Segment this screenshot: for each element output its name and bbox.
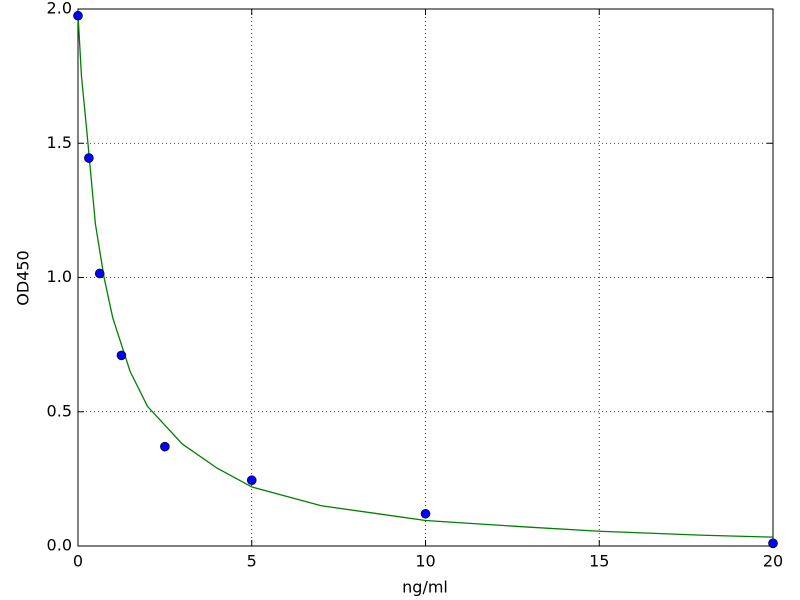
x-tick-label: 0 xyxy=(73,552,83,571)
data-point xyxy=(160,441,170,452)
data-point xyxy=(84,153,94,163)
x-axis-label: ng/ml xyxy=(402,578,448,597)
x-tick-label: 15 xyxy=(589,552,609,571)
x-tick-label: 20 xyxy=(763,552,783,571)
x-tick-label: 5 xyxy=(247,552,257,571)
data-point xyxy=(73,10,83,21)
x-tick-label: 10 xyxy=(415,552,435,571)
data-point xyxy=(768,538,778,549)
data-point xyxy=(420,508,431,519)
y-tick-label: 2.0 xyxy=(47,0,72,18)
y-tick-label: 0.5 xyxy=(47,401,72,420)
data-point xyxy=(246,475,257,486)
y-tick-label: 0.0 xyxy=(47,536,72,555)
plot-frame xyxy=(77,8,774,547)
data-point xyxy=(116,350,127,361)
y-tick-label: 1.0 xyxy=(47,267,72,286)
y-axis-label: OD450 xyxy=(14,250,33,305)
fit-curve xyxy=(77,14,774,538)
y-tick-label: 1.5 xyxy=(47,133,72,152)
data-point xyxy=(94,268,105,279)
